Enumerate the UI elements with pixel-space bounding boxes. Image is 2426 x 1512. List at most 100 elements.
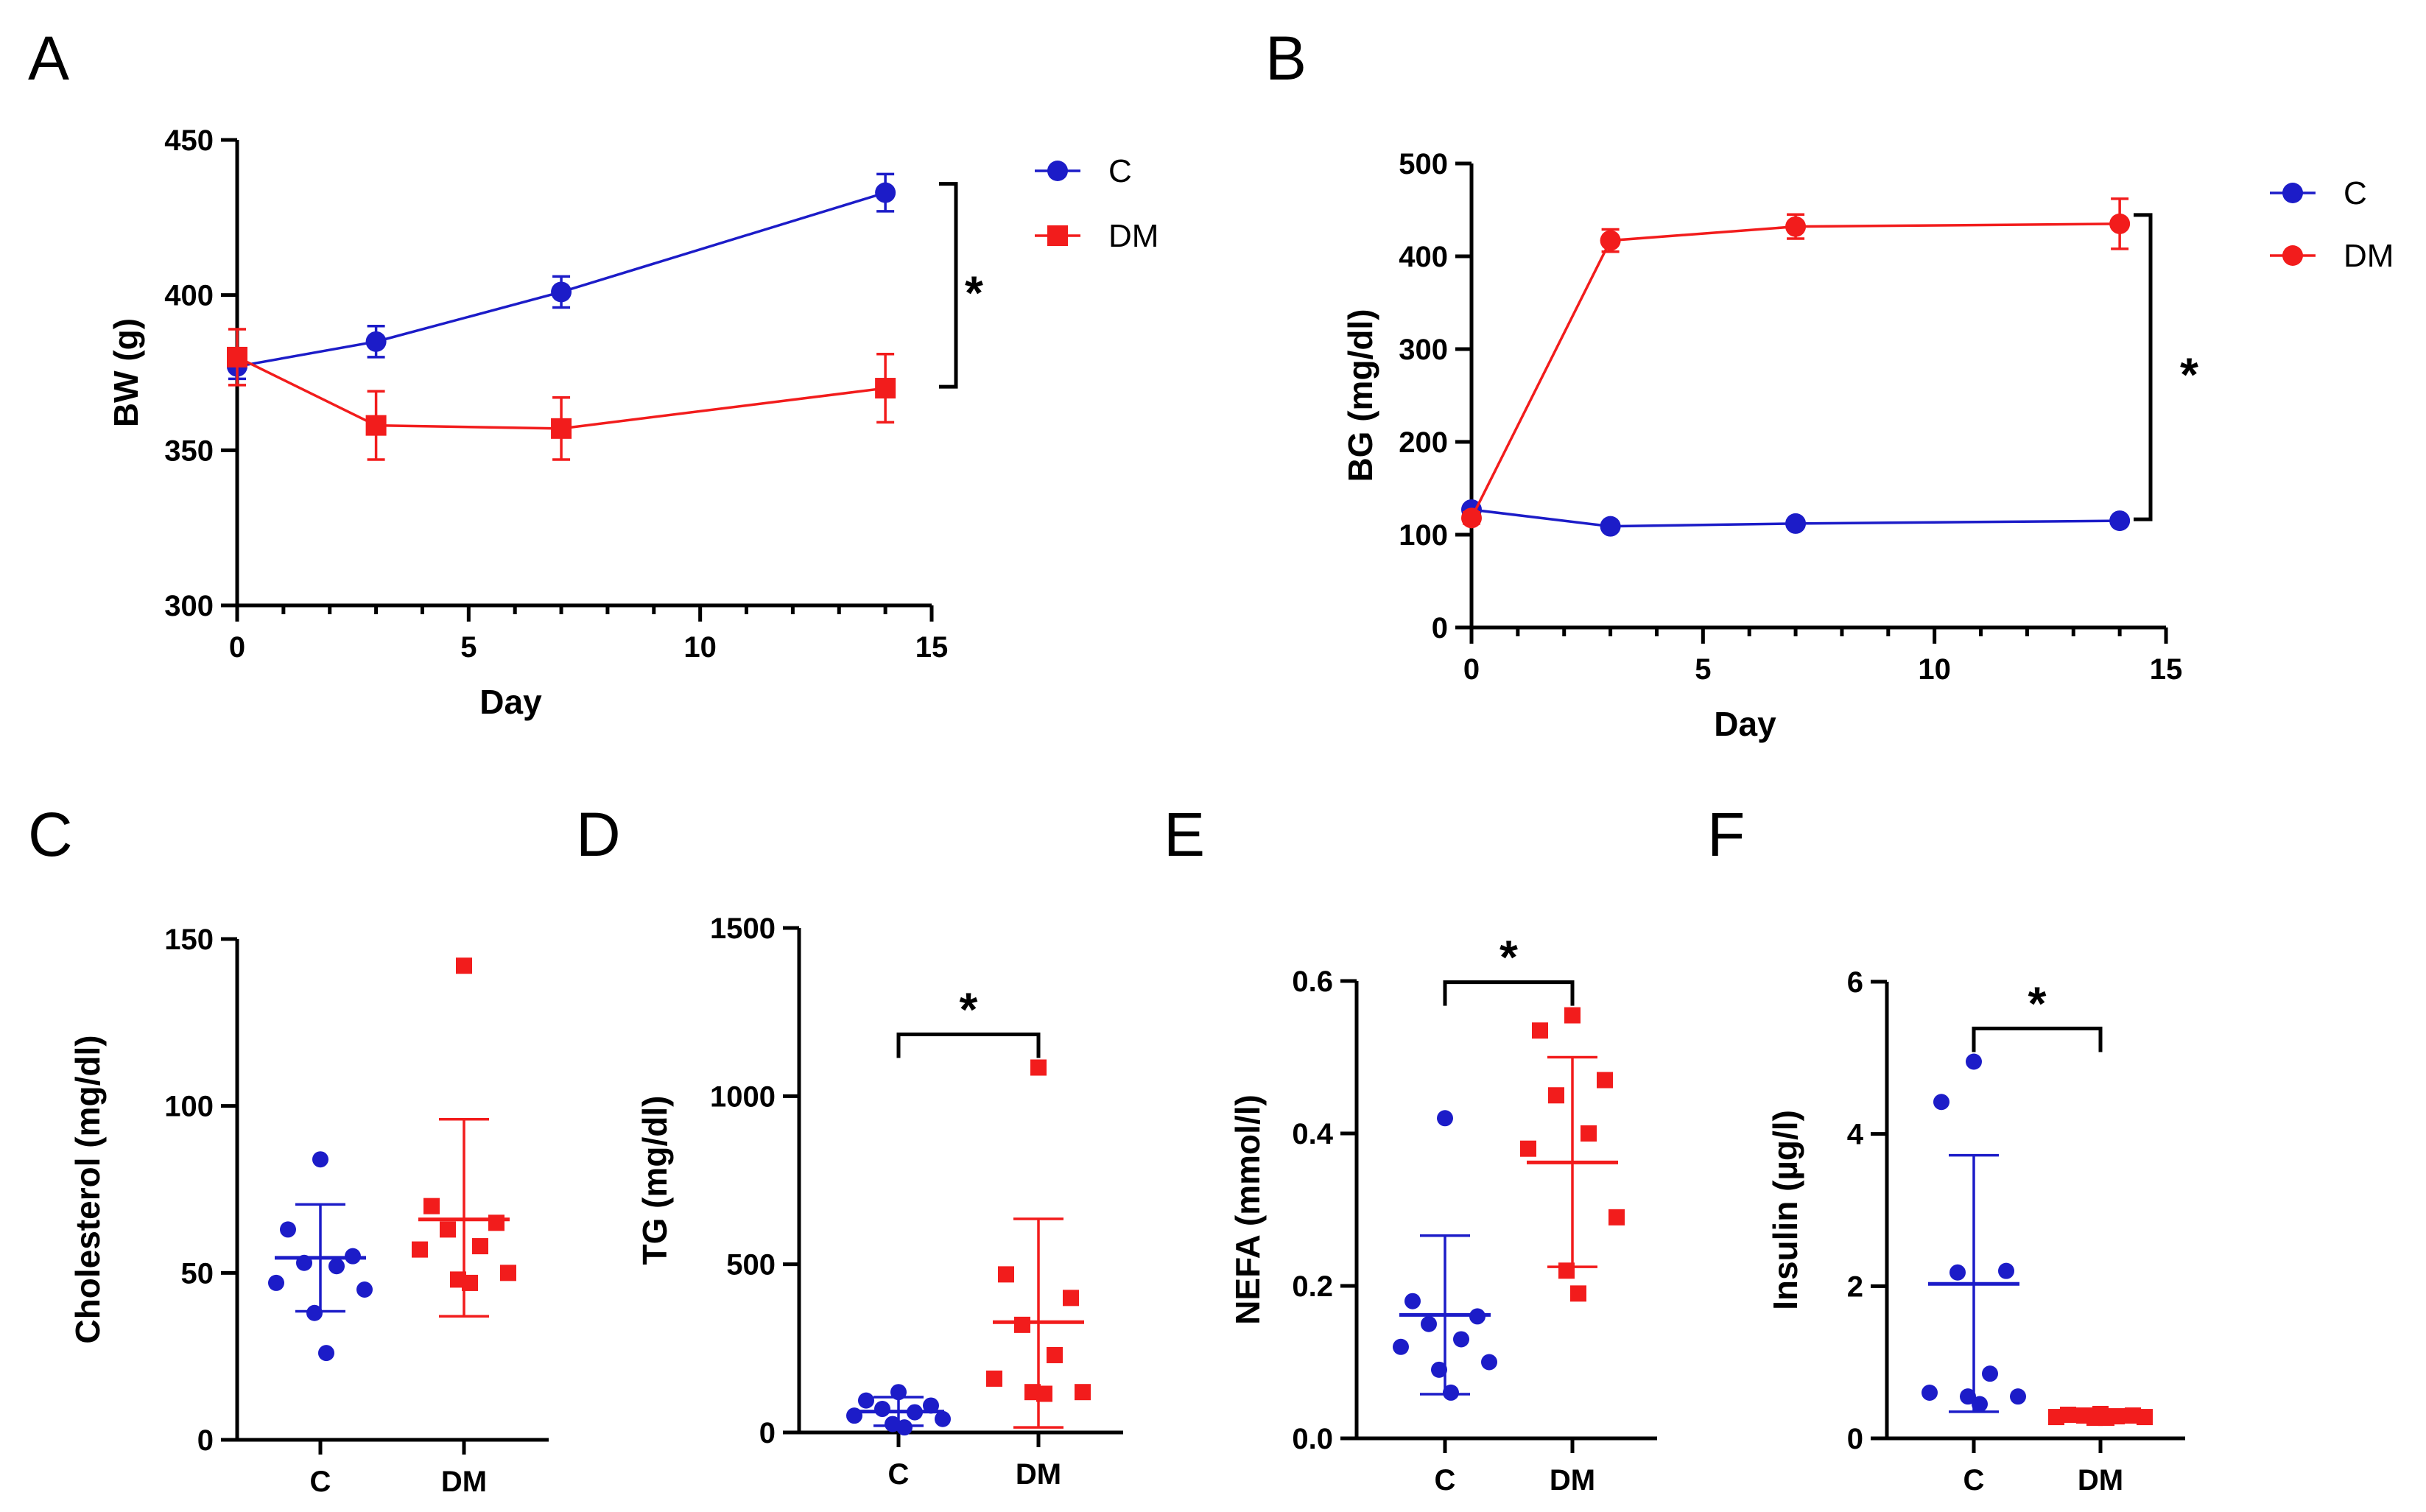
x-tick-label: C <box>888 1458 910 1491</box>
series-line <box>236 191 886 368</box>
panel-b: B 0 100 200 300 400 500 0 5 10 15 Day BG (mg/dl) C DM * <box>1265 24 2394 743</box>
significance-star: * <box>2028 977 2047 1030</box>
y-tick-label: 6 <box>1847 966 1863 999</box>
data-point <box>1404 1293 1421 1309</box>
y-tick-label: 350 <box>164 435 214 467</box>
x-tick-label: 0 <box>229 631 245 664</box>
data-point <box>874 1401 890 1418</box>
significance-star: * <box>1499 931 1518 984</box>
data-point <box>875 378 896 399</box>
y-tick-label: 450 <box>164 124 214 157</box>
y-tick-label: 4 <box>1847 1119 1864 1151</box>
data-point <box>986 1370 1002 1387</box>
x-tick-label: 15 <box>915 631 949 664</box>
legend-label: DM <box>1108 218 1158 254</box>
significance-star: * <box>965 266 983 319</box>
significance-bracket <box>896 1033 1041 1058</box>
panel-f: F 0 2 4 6 C DM Insulin (µg/l) * <box>1707 800 2185 1497</box>
legend-marker <box>1047 225 1068 246</box>
y-tick-label: 200 <box>1399 426 1448 459</box>
y-tick-label: 500 <box>726 1249 776 1281</box>
y-tick-label: 400 <box>1399 241 1448 273</box>
y-axis-title: Insulin (µg/l) <box>1766 1110 1804 1310</box>
data-point <box>423 1198 440 1214</box>
data-point <box>1075 1384 1091 1401</box>
data-point <box>1785 513 1807 534</box>
data-point <box>1437 1110 1453 1127</box>
y-tick-label: 100 <box>1399 519 1448 552</box>
panel-e: E 0.0 0.2 0.4 0.6 C DM NEFA (mmol/l) * <box>1164 800 1657 1497</box>
legend-marker <box>2282 183 2303 203</box>
significance-bracket <box>1443 980 1575 1006</box>
significance-star: * <box>960 983 978 1036</box>
data-point <box>1481 1354 1497 1371</box>
data-point <box>1421 1315 1437 1332</box>
data-point <box>1597 1072 1613 1089</box>
group-dm <box>1520 1007 1625 1302</box>
panel-c: C 0 50 100 150 C DM Cholesterol (mg/dl) <box>28 800 549 1498</box>
data-point <box>1014 1316 1030 1333</box>
data-point <box>923 1397 939 1414</box>
data-point <box>896 1419 913 1436</box>
group-dm <box>2048 1405 2153 1427</box>
series-line <box>1470 222 2120 519</box>
data-point <box>412 1241 428 1258</box>
data-point <box>1581 1125 1597 1142</box>
y-tick-label: 1000 <box>710 1080 776 1113</box>
y-tick-label: 500 <box>1399 148 1448 180</box>
significance-bracket <box>1972 1027 2103 1052</box>
data-point <box>280 1221 296 1238</box>
data-point <box>1443 1384 1459 1401</box>
x-tick-label: 10 <box>683 631 717 664</box>
series-line <box>1471 508 2120 528</box>
data-point <box>472 1238 488 1255</box>
data-point <box>356 1281 373 1298</box>
data-point <box>1461 507 1482 529</box>
data-point <box>1982 1365 1998 1382</box>
data-point <box>1564 1007 1581 1024</box>
panel-letter: D <box>576 800 621 869</box>
data-point <box>462 1274 478 1291</box>
data-point <box>1933 1094 1949 1111</box>
data-point <box>1600 516 1621 537</box>
data-point <box>2109 510 2131 532</box>
y-tick-label: 1500 <box>710 913 776 945</box>
series-dm <box>1461 197 2131 529</box>
panel-letter: A <box>28 24 69 93</box>
y-tick-label: 0 <box>1847 1423 1863 1455</box>
x-tick-label: 10 <box>1918 653 1951 686</box>
x-axis-title: Day <box>479 683 542 721</box>
data-point <box>1600 230 1621 251</box>
series-dm <box>227 328 896 461</box>
x-tick-label: DM <box>2078 1464 2123 1497</box>
x-tick-label: DM <box>1016 1458 1061 1491</box>
significance-bracket <box>939 182 958 389</box>
y-tick-label: 300 <box>1399 334 1448 366</box>
data-point <box>875 182 896 203</box>
series-line <box>236 356 886 430</box>
y-tick-label: 0.2 <box>1292 1270 1333 1303</box>
group-dm <box>986 1059 1091 1429</box>
data-point <box>1532 1022 1548 1039</box>
y-tick-label: 150 <box>164 924 214 956</box>
data-point <box>1785 216 1807 237</box>
group-c <box>268 1151 373 1362</box>
data-point <box>306 1304 323 1321</box>
series-c <box>227 172 896 381</box>
data-point <box>365 415 387 436</box>
y-tick-label: 300 <box>164 590 214 622</box>
data-point <box>1570 1285 1586 1302</box>
y-tick-label: 0.0 <box>1292 1423 1333 1455</box>
data-point <box>488 1214 504 1231</box>
data-point <box>1922 1385 1938 1401</box>
data-point <box>227 346 247 368</box>
legend-label: DM <box>2344 238 2394 274</box>
data-point <box>318 1345 334 1362</box>
y-tick-label: 400 <box>164 280 214 312</box>
y-tick-label: 0 <box>1432 612 1448 644</box>
data-point <box>1608 1209 1625 1226</box>
data-point <box>312 1151 328 1168</box>
legend-label: C <box>2344 175 2367 211</box>
group-dm <box>412 957 516 1318</box>
data-point <box>1960 1388 1976 1405</box>
